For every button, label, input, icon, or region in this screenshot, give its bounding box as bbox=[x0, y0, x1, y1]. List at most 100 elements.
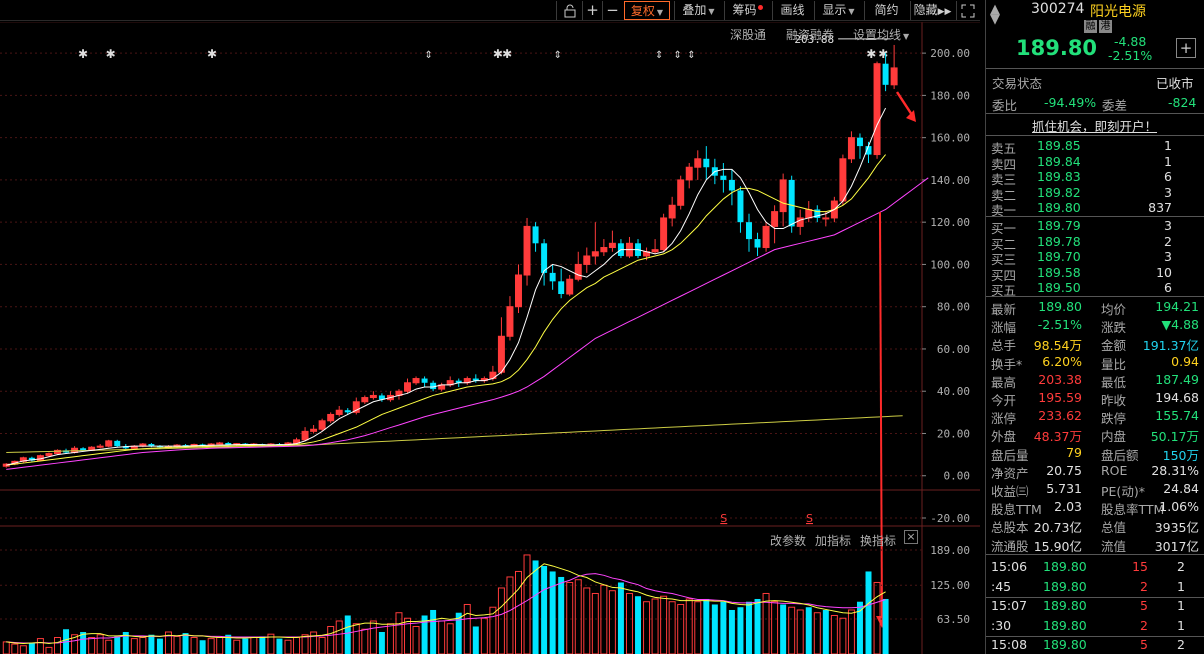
stat-value: 79 bbox=[1066, 444, 1082, 460]
hide-button[interactable]: 隐藏▶▶ bbox=[910, 1, 954, 20]
ask-volume: 837 bbox=[1148, 200, 1172, 215]
annotation-arrow bbox=[879, 211, 883, 623]
candle-body bbox=[677, 179, 685, 206]
lock-icon[interactable] bbox=[556, 1, 582, 20]
stat-label: 流通股 bbox=[991, 538, 1029, 554]
candle-body bbox=[122, 446, 129, 449]
volume-bar bbox=[506, 576, 514, 654]
restore-dropdown[interactable]: 复权 ▼ bbox=[624, 1, 670, 20]
stat-value: 6.20% bbox=[1042, 353, 1082, 369]
edit-params-button[interactable]: 改参数 bbox=[770, 534, 807, 548]
ma-settings-dropdown[interactable]: 设置均线 ▼ bbox=[853, 26, 909, 43]
draw-line-button[interactable]: 画线 bbox=[772, 1, 812, 20]
volume-bar bbox=[796, 609, 804, 654]
close-icon[interactable]: × bbox=[904, 530, 918, 544]
ask-volume: 1 bbox=[1164, 153, 1172, 169]
candle-body bbox=[421, 378, 428, 383]
tick-price: 189.80 bbox=[1043, 637, 1087, 652]
event-marker-icon: ⇕ bbox=[425, 50, 433, 61]
chips-button[interactable]: 筹码 bbox=[724, 1, 770, 20]
swap-indicator-button[interactable]: 换指标 bbox=[860, 534, 897, 548]
candle-body bbox=[574, 263, 582, 280]
scroll-up-icon[interactable]: ▲ bbox=[990, 2, 1000, 17]
price-tick-label: 0.00 bbox=[944, 470, 971, 483]
candle-body bbox=[746, 222, 752, 240]
volume-bar bbox=[148, 634, 155, 654]
stat-value: 150万 bbox=[1162, 447, 1199, 463]
candle-body bbox=[114, 440, 121, 447]
fullscreen-icon[interactable] bbox=[956, 1, 978, 20]
scroll-down-icon[interactable]: ▼ bbox=[990, 12, 1000, 27]
stat-value: 203.38 bbox=[1038, 371, 1082, 387]
add-indicator-button[interactable]: 加指标 bbox=[815, 534, 852, 548]
candle-body bbox=[865, 146, 872, 155]
volume-bar bbox=[105, 639, 113, 654]
ask-level-label: 卖一 bbox=[991, 203, 1017, 218]
candle-body bbox=[566, 278, 574, 295]
overlay-dropdown[interactable]: 叠加 ▼ bbox=[674, 1, 722, 20]
candle-body bbox=[412, 378, 420, 384]
candle-body bbox=[455, 380, 462, 383]
volume-bar bbox=[190, 636, 198, 654]
sgt-link[interactable]: 深股通 bbox=[730, 28, 767, 42]
candle-body bbox=[506, 306, 514, 337]
volume-bar bbox=[865, 571, 872, 654]
display-dropdown[interactable]: 显示 ▼ bbox=[814, 1, 862, 20]
kline-chart-area[interactable]: 200.00 180.00 160.00 140.00 120.00 100.00 80.0… bbox=[0, 21, 980, 654]
candle-body bbox=[352, 401, 360, 413]
zoom-in-icon[interactable]: + bbox=[582, 1, 602, 20]
chevron-down-icon: ▼ bbox=[848, 7, 855, 16]
dividend-marker-icon: S bbox=[806, 512, 813, 525]
price-tick-label: 200.00 bbox=[930, 47, 970, 60]
ma20-line bbox=[6, 177, 929, 470]
chevron-down-icon: ▼ bbox=[708, 7, 715, 16]
bid-level-label: 买三 bbox=[991, 252, 1017, 267]
display-label: 显示 bbox=[822, 3, 847, 17]
candle-body bbox=[96, 445, 104, 448]
candle-body bbox=[805, 208, 813, 219]
stat-label: 换手* bbox=[991, 356, 1023, 372]
volume-bar bbox=[583, 587, 591, 654]
tick-price: 189.80 bbox=[1043, 578, 1087, 594]
stat-label: 昨收 bbox=[1101, 393, 1127, 408]
volume-bar bbox=[259, 636, 266, 654]
volume-bar bbox=[677, 603, 685, 654]
volume-bar bbox=[335, 620, 343, 654]
open-account-link[interactable]: 抓住机会，即刻开户！ bbox=[1032, 119, 1158, 134]
volume-bar bbox=[216, 636, 224, 654]
volume-bar bbox=[412, 625, 420, 654]
ask-level-label: 卖四 bbox=[991, 156, 1017, 172]
volume-bar bbox=[694, 601, 702, 654]
volume-bar bbox=[438, 620, 446, 654]
volume-ma10-line bbox=[6, 573, 886, 644]
volume-bar bbox=[284, 639, 292, 654]
bid-price: 189.79 bbox=[1037, 218, 1081, 233]
event-star-icon: ✱ bbox=[866, 47, 876, 61]
kline-chart[interactable]: 200.00 180.00 160.00 140.00 120.00 100.00 80.0… bbox=[0, 21, 980, 654]
volume-bar bbox=[199, 640, 206, 654]
price-tick-label: 60.00 bbox=[937, 343, 970, 356]
tick-volume: 2 bbox=[1140, 617, 1148, 633]
add-watchlist-button[interactable]: + bbox=[1176, 38, 1196, 58]
stat-label: 净资产 bbox=[991, 465, 1029, 481]
volume-bar bbox=[805, 607, 812, 654]
price-tick-label: 160.00 bbox=[930, 132, 970, 145]
candle-body bbox=[754, 239, 761, 248]
volume-bar bbox=[728, 609, 735, 654]
price-tick-label: 180.00 bbox=[930, 89, 970, 102]
margin-link[interactable]: 融资融券 bbox=[786, 28, 835, 42]
bid-level-label: 买二 bbox=[991, 236, 1017, 252]
price-change-pct: -2.51% bbox=[1108, 48, 1153, 63]
trade-status-value: 已收市 bbox=[1156, 76, 1194, 91]
stat-value: ▼4.88 bbox=[1161, 317, 1199, 333]
candle-body bbox=[80, 448, 87, 451]
trade-status-label: 交易状态 bbox=[992, 76, 1043, 91]
divider bbox=[986, 135, 1204, 136]
tick-time: 15:07 bbox=[991, 598, 1028, 613]
tick-count: 1 bbox=[1177, 578, 1185, 594]
zoom-out-icon[interactable]: − bbox=[602, 1, 622, 20]
simple-button[interactable]: 简约 bbox=[864, 1, 908, 20]
volume-tick-label: 189.00 bbox=[930, 544, 970, 557]
quote-panel: ▲ ▼ 300274 阳光电源 融 港 189.80 -4.88 -2.51% … bbox=[985, 0, 1204, 654]
volume-bar bbox=[711, 604, 718, 654]
